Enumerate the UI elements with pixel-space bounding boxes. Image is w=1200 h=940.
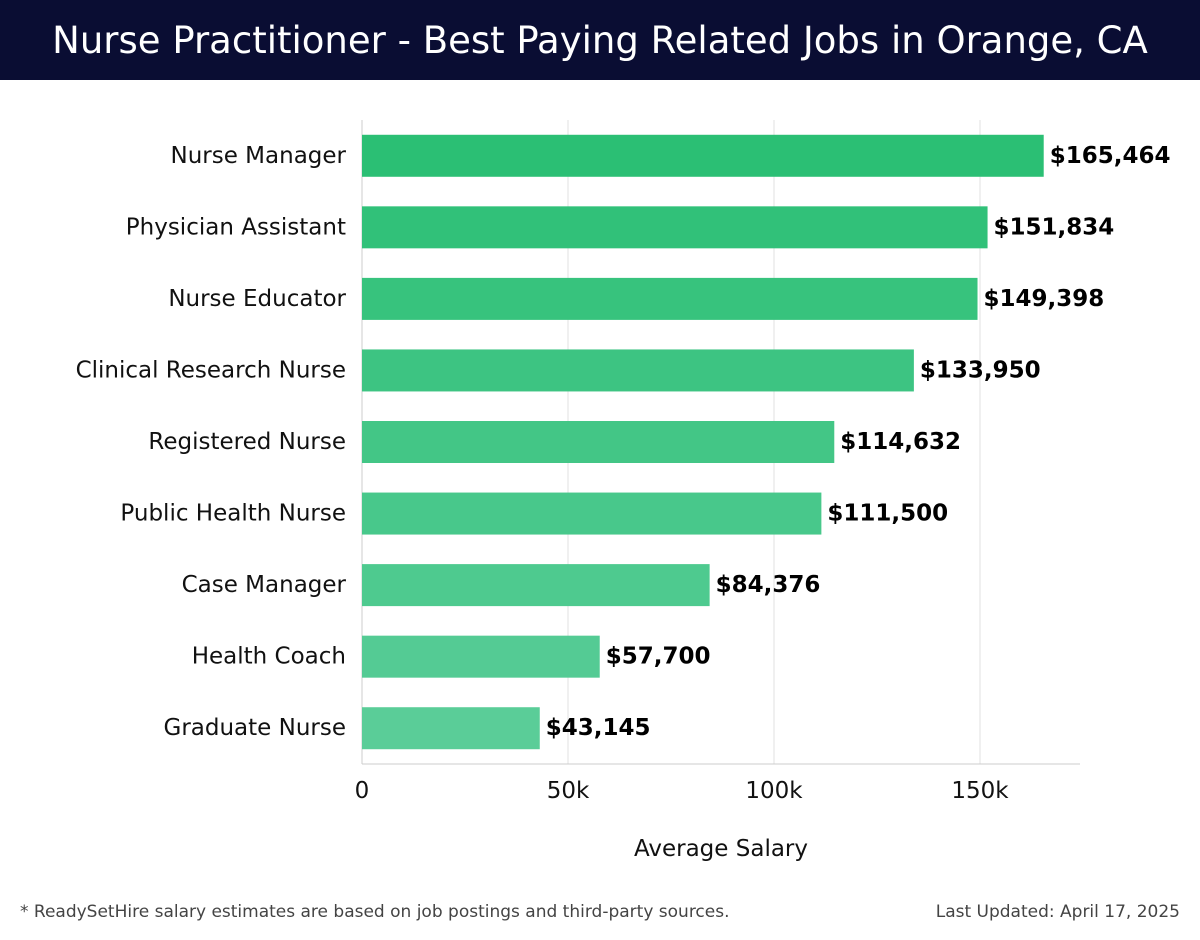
bar	[362, 277, 978, 320]
category-label: Physician Assistant	[126, 214, 346, 240]
category-label: Graduate Nurse	[164, 715, 347, 741]
category-label: Case Manager	[182, 572, 347, 598]
bar	[362, 492, 822, 535]
category-label: Clinical Research Nurse	[76, 357, 346, 383]
bar	[362, 349, 914, 392]
x-axis-title: Average Salary	[634, 836, 808, 862]
value-label: $114,632	[840, 429, 961, 455]
chart-header: Nurse Practitioner - Best Paying Related…	[0, 0, 1200, 80]
x-tick-label: 50k	[547, 778, 590, 804]
category-label: Nurse Educator	[168, 286, 346, 312]
value-label: $151,834	[994, 214, 1115, 240]
bar	[362, 134, 1044, 177]
bar	[362, 564, 710, 607]
bar	[362, 206, 988, 249]
category-label: Health Coach	[192, 644, 346, 670]
x-tick-label: 150k	[951, 778, 1009, 804]
bar	[362, 707, 540, 750]
category-label: Registered Nurse	[148, 429, 346, 455]
value-label: $111,500	[827, 501, 948, 527]
last-updated: Last Updated: April 17, 2025	[935, 902, 1180, 922]
x-tick-label: 100k	[745, 778, 803, 804]
value-label: $43,145	[546, 715, 651, 741]
chart-title: Nurse Practitioner - Best Paying Related…	[52, 18, 1148, 62]
value-label: $165,464	[1050, 143, 1171, 169]
footer-note: * ReadySetHire salary estimates are base…	[20, 902, 730, 922]
x-tick-label: 0	[355, 778, 370, 804]
bar-chart: Nurse Manager $165,464 Physician Assistant…	[76, 120, 1171, 862]
value-label: $84,376	[716, 572, 821, 598]
value-label: $149,398	[984, 286, 1105, 312]
value-label: $133,950	[920, 357, 1041, 383]
category-label: Nurse Manager	[171, 143, 347, 169]
bar	[362, 421, 835, 463]
category-label: Public Health Nurse	[120, 501, 346, 527]
bar	[362, 635, 600, 678]
value-label: $57,700	[606, 644, 711, 670]
